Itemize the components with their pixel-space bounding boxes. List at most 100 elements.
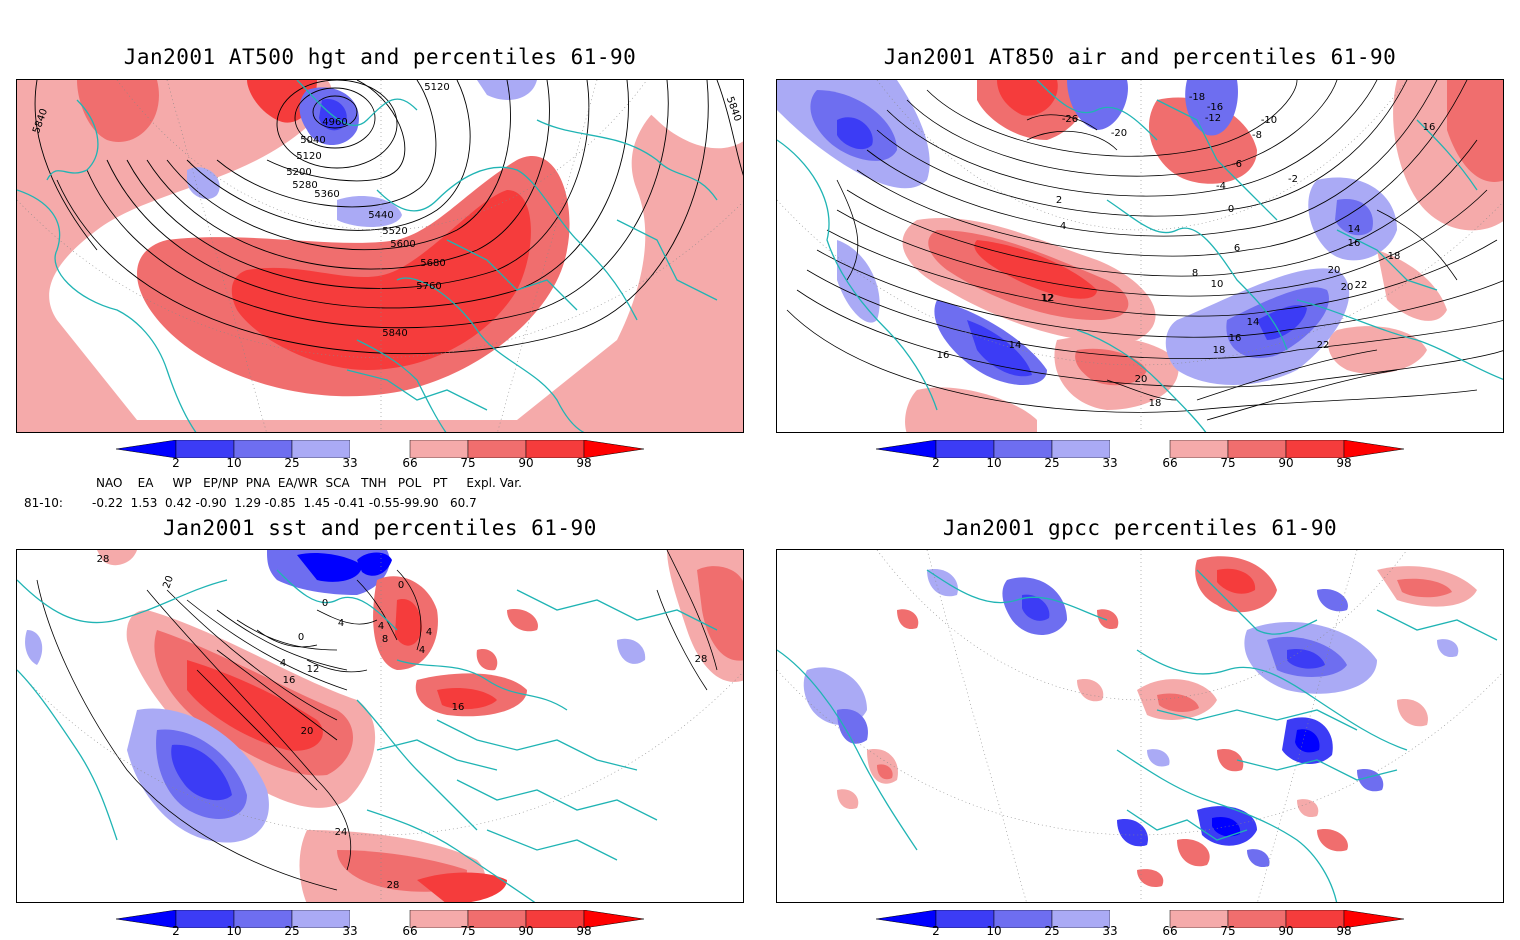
map-panel-gpcc <box>776 549 1504 903</box>
contour-label: 8 <box>382 634 388 645</box>
colorbar-hgt500: 2 10 25 33 66 75 90 98 <box>115 439 645 470</box>
contour-label: 12 <box>307 664 320 675</box>
coastlines <box>777 80 1503 432</box>
contour-label: 4 <box>338 618 344 629</box>
sst-contours <box>36 550 718 891</box>
contour-label: 6 <box>1234 243 1240 254</box>
contour-label: 4 <box>426 627 432 638</box>
contour-label: 12 <box>1042 293 1055 304</box>
percentile-shading <box>25 550 743 902</box>
colorbar-label: 90 <box>1278 456 1294 470</box>
contour-label: 5040 <box>300 135 325 146</box>
contour-label: 14 <box>1009 340 1022 351</box>
percentile-shading <box>17 80 743 432</box>
index-values: -0.22 1.53 0.42 -0.90 1.29 -0.85 1.45 -0… <box>92 496 477 510</box>
colorbar-label: 2 <box>932 456 940 470</box>
colorbar-air850: 2 10 25 33 66 75 90 98 <box>875 439 1405 470</box>
contour-labels: 28 20 0 0 4 4 8 4 4 12 16 20 24 28 28 16… <box>97 554 708 891</box>
contour-label: 5200 <box>286 167 311 178</box>
contour-label: -10 <box>1261 115 1277 126</box>
colorbar-label: 2 <box>932 924 940 938</box>
contour-label: -4 <box>1216 181 1226 192</box>
panel-title-hgt500: Jan2001 AT500 hgt and percentiles 61-90 <box>123 45 637 69</box>
contour-label: 16 <box>1348 238 1361 249</box>
index-header: NAO EA WP EP/NP PNA EA/WR SCA TNH POL PT… <box>96 476 522 490</box>
colorbar-label: 75 <box>460 456 476 470</box>
colorbar-gpcc: 2 10 25 33 66 75 90 98 <box>875 909 1405 940</box>
colorbar-label: 10 <box>986 924 1002 938</box>
contour-label: 2 <box>1056 195 1062 206</box>
contour-label: 16 <box>283 675 296 686</box>
colorbar-label: 25 <box>284 924 300 938</box>
colorbar-label: 66 <box>1162 924 1178 938</box>
contour-label: 4 <box>280 658 286 669</box>
colorbar-label: 66 <box>402 924 418 938</box>
contour-label: -8 <box>1252 130 1262 141</box>
contour-label: 12 <box>1041 293 1054 304</box>
colorbar-label: 66 <box>1162 456 1178 470</box>
colorbar-label: 98 <box>1336 456 1352 470</box>
contour-label: 20 <box>1341 282 1354 293</box>
map-hgt500: 4960 5040 5120 5200 5280 5360 5440 5520 … <box>17 80 743 432</box>
colorbar-label: 98 <box>576 456 592 470</box>
contour-label: 14 <box>1348 224 1361 235</box>
contour-label: 0 <box>398 580 404 591</box>
map-panel-air850: -26 -20 -18 -16 -12 -10 -8 -6 -4 -2 0 2 … <box>776 79 1504 433</box>
contour-label: 0 <box>322 598 328 609</box>
colorbar-label: 25 <box>1044 924 1060 938</box>
contour-label: 5840 <box>382 328 407 339</box>
colorbar-label: 66 <box>402 456 418 470</box>
contour-label: 20 <box>301 726 314 737</box>
contour-label: 5440 <box>368 210 393 221</box>
colorbar-label: 2 <box>172 456 180 470</box>
contour-label: 22 <box>1355 280 1368 291</box>
contour-label: 8 <box>1192 268 1198 279</box>
temperature-contours <box>786 80 1503 421</box>
colorbar-label: 33 <box>342 924 358 938</box>
colorbar-label: 25 <box>1044 456 1060 470</box>
colorbar-scale <box>875 909 1405 929</box>
map-panel-sst: 28 20 0 0 4 4 8 4 4 12 16 20 24 28 28 16… <box>16 549 744 903</box>
colorbar-scale <box>875 439 1405 459</box>
contour-label: -26 <box>1062 114 1078 125</box>
contour-label: 16 <box>937 350 950 361</box>
percentile-shading <box>777 80 1503 432</box>
contour-label: -12 <box>1205 113 1221 124</box>
contour-label: 20 <box>1328 265 1341 276</box>
index-row-label: 81-10: <box>24 496 63 510</box>
colorbar-scale <box>115 439 645 459</box>
contour-label: 5120 <box>424 82 449 93</box>
contour-label: 4960 <box>322 117 347 128</box>
contour-label: 16 <box>1423 122 1436 133</box>
contour-label: 5760 <box>416 281 441 292</box>
contour-label: -16 <box>1207 102 1223 113</box>
colorbar-label: 10 <box>226 924 242 938</box>
contour-label: -2 <box>1288 174 1298 185</box>
contour-label: 28 <box>695 654 708 665</box>
contour-label: 4 <box>1060 221 1066 232</box>
colorbar-label: 75 <box>1220 924 1236 938</box>
contour-label: 16 <box>452 702 465 713</box>
contour-label: 5280 <box>292 180 317 191</box>
colorbar-label: 98 <box>576 924 592 938</box>
map-air850: -26 -20 -18 -16 -12 -10 -8 -6 -4 -2 0 2 … <box>777 80 1503 432</box>
map-panel-hgt500: 4960 5040 5120 5200 5280 5360 5440 5520 … <box>16 79 744 433</box>
contour-label: 18 <box>1388 251 1401 262</box>
contour-label: 22 <box>1317 340 1330 351</box>
colorbar-label: 90 <box>518 456 534 470</box>
contour-label: 18 <box>1149 398 1162 409</box>
contour-label: -18 <box>1189 92 1205 103</box>
colorbar-label: 75 <box>460 924 476 938</box>
colorbar-label: 2 <box>172 924 180 938</box>
colorbar-scale <box>115 909 645 929</box>
contour-label: 5360 <box>314 189 339 200</box>
map-gpcc <box>777 550 1503 902</box>
colorbar-label: 33 <box>342 456 358 470</box>
contour-label: 5120 <box>296 151 321 162</box>
contour-label: 4 <box>378 621 384 632</box>
contour-label: 5600 <box>390 239 415 250</box>
contour-label: 28 <box>97 554 110 565</box>
contour-label: 20 <box>161 574 176 590</box>
graticule <box>777 80 1503 432</box>
colorbar-label: 10 <box>226 456 242 470</box>
